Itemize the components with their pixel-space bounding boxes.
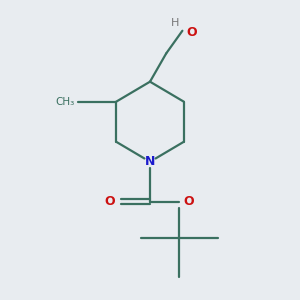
Text: O: O [186,26,196,39]
Text: CH₃: CH₃ [55,97,74,107]
Text: N: N [145,155,155,168]
Text: H: H [171,18,179,28]
Text: O: O [183,195,194,208]
Text: O: O [104,195,115,208]
